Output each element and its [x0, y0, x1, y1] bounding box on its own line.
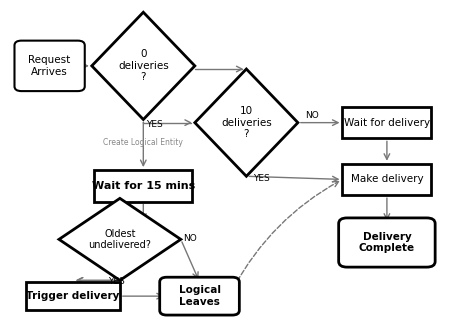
Bar [26, 282, 120, 310]
Text: Wait for delivery: Wait for delivery [344, 118, 430, 128]
Text: YES: YES [146, 120, 163, 129]
Text: Wait for 15 mins: Wait for 15 mins [91, 181, 195, 191]
Text: NO: NO [305, 111, 319, 120]
FancyBboxPatch shape [15, 41, 85, 91]
Bar [342, 107, 431, 138]
Text: Create Logical Entity: Create Logical Entity [103, 138, 183, 147]
Text: Trigger delivery: Trigger delivery [27, 291, 120, 301]
Text: Oldest
undelivered?: Oldest undelivered? [89, 229, 151, 250]
Polygon shape [195, 69, 298, 176]
Polygon shape [59, 198, 181, 280]
Text: NO: NO [183, 234, 197, 243]
Text: Make delivery: Make delivery [351, 174, 423, 185]
Text: Logical
Leaves: Logical Leaves [179, 285, 220, 307]
Text: 0
deliveries
?: 0 deliveries ? [118, 49, 169, 82]
FancyBboxPatch shape [338, 218, 435, 267]
FancyBboxPatch shape [160, 277, 239, 315]
Text: Request
Arrives: Request Arrives [28, 55, 71, 77]
Text: Delivery
Complete: Delivery Complete [359, 232, 415, 253]
Text: YES: YES [108, 277, 125, 286]
Polygon shape [92, 12, 195, 119]
Bar [94, 170, 192, 202]
Text: 10
deliveries
?: 10 deliveries ? [221, 106, 272, 139]
Text: YES: YES [254, 174, 270, 183]
Bar [342, 164, 431, 195]
